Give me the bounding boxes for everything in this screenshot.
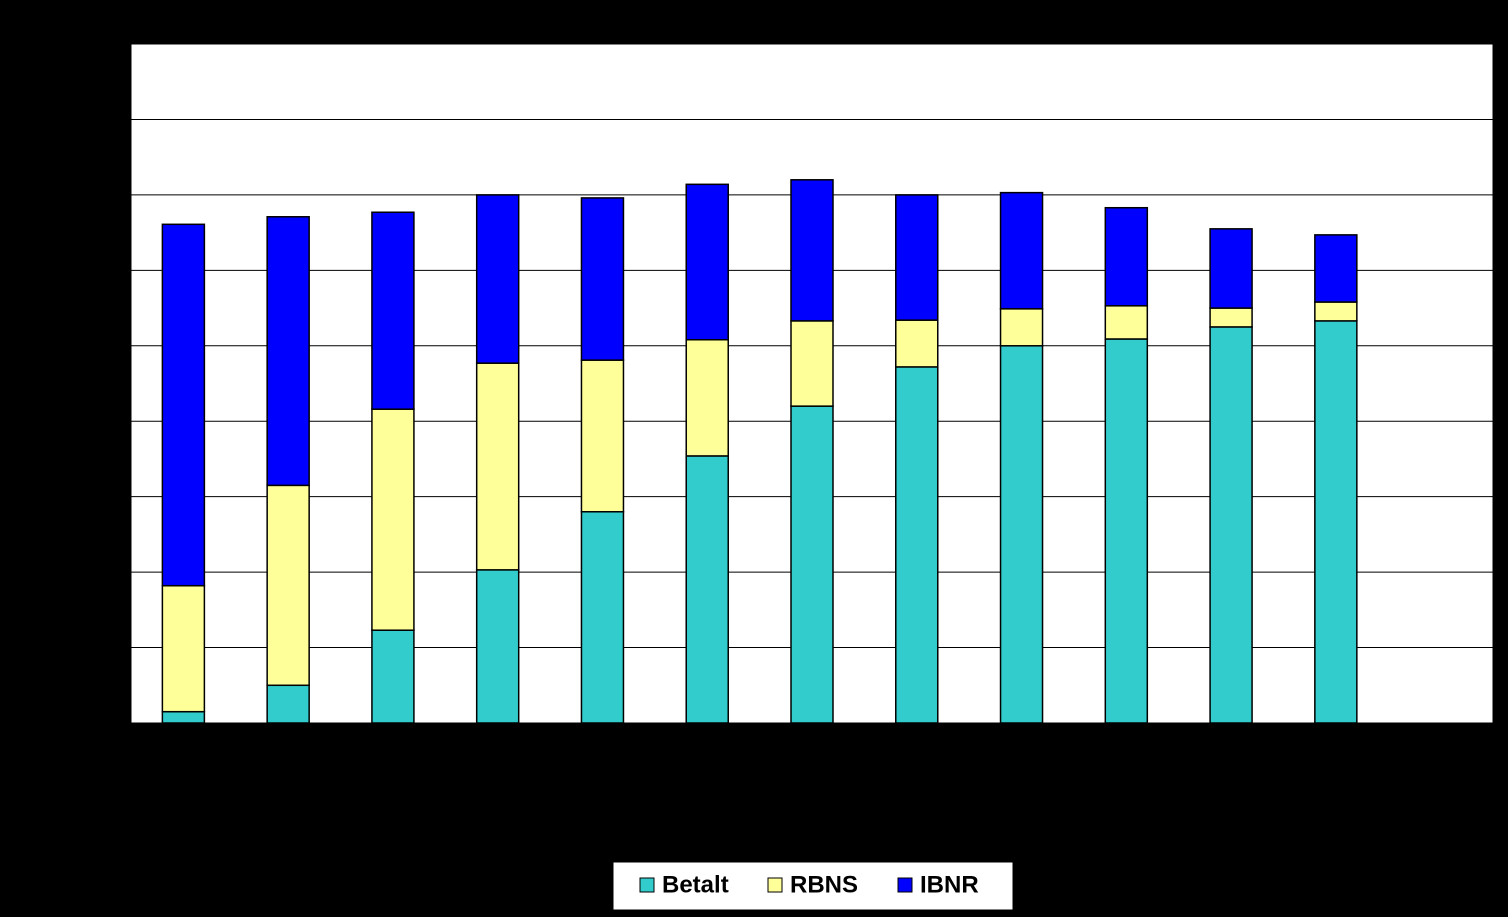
bar-segment: [1104, 206, 1149, 307]
bar-segment: [1209, 326, 1253, 724]
bar-segment: [1314, 320, 1358, 724]
legend-label: RBNS: [790, 871, 858, 898]
bar-segment: [580, 197, 625, 361]
bar-segment: [790, 405, 834, 724]
bar-segment: [580, 359, 625, 513]
bar-segment: [999, 308, 1044, 347]
bar-segment: [895, 319, 939, 368]
bar-segment: [371, 408, 415, 631]
bar-segment: [475, 194, 520, 364]
bar-segment: [1314, 301, 1358, 322]
bar-segment: [475, 569, 520, 724]
bar-segment: [1209, 307, 1253, 328]
bar-segment: [685, 183, 729, 341]
bar-segment: [685, 455, 729, 724]
bar-segment: [161, 584, 206, 713]
bar-segment: [790, 320, 834, 407]
bar-segment: [371, 211, 415, 410]
legend-swatch: [897, 877, 913, 893]
bar-segment: [999, 191, 1044, 310]
bar-segment: [1104, 305, 1149, 340]
bar-segment: [266, 684, 310, 724]
bar-segment: [475, 362, 520, 571]
legend-swatch: [639, 877, 655, 893]
bar-segment: [161, 223, 206, 587]
bar-segment: [999, 345, 1044, 724]
bar-segment: [161, 710, 206, 724]
bar-segment: [1104, 338, 1149, 724]
bar-segment: [1209, 228, 1253, 309]
bar-segment: [685, 338, 729, 457]
legend: [612, 861, 1014, 911]
bar-segment: [371, 629, 415, 724]
bar-segment: [895, 366, 939, 724]
bar-segment: [1314, 234, 1358, 303]
bar-segment: [266, 484, 310, 687]
legend-label: IBNR: [920, 871, 979, 898]
legend-label: Betalt: [662, 871, 729, 898]
bar-segment: [580, 511, 625, 724]
bar-segment: [790, 179, 834, 322]
legend-swatch: [767, 877, 783, 893]
bar-segment: [895, 194, 939, 321]
bar-segment: [266, 216, 310, 487]
